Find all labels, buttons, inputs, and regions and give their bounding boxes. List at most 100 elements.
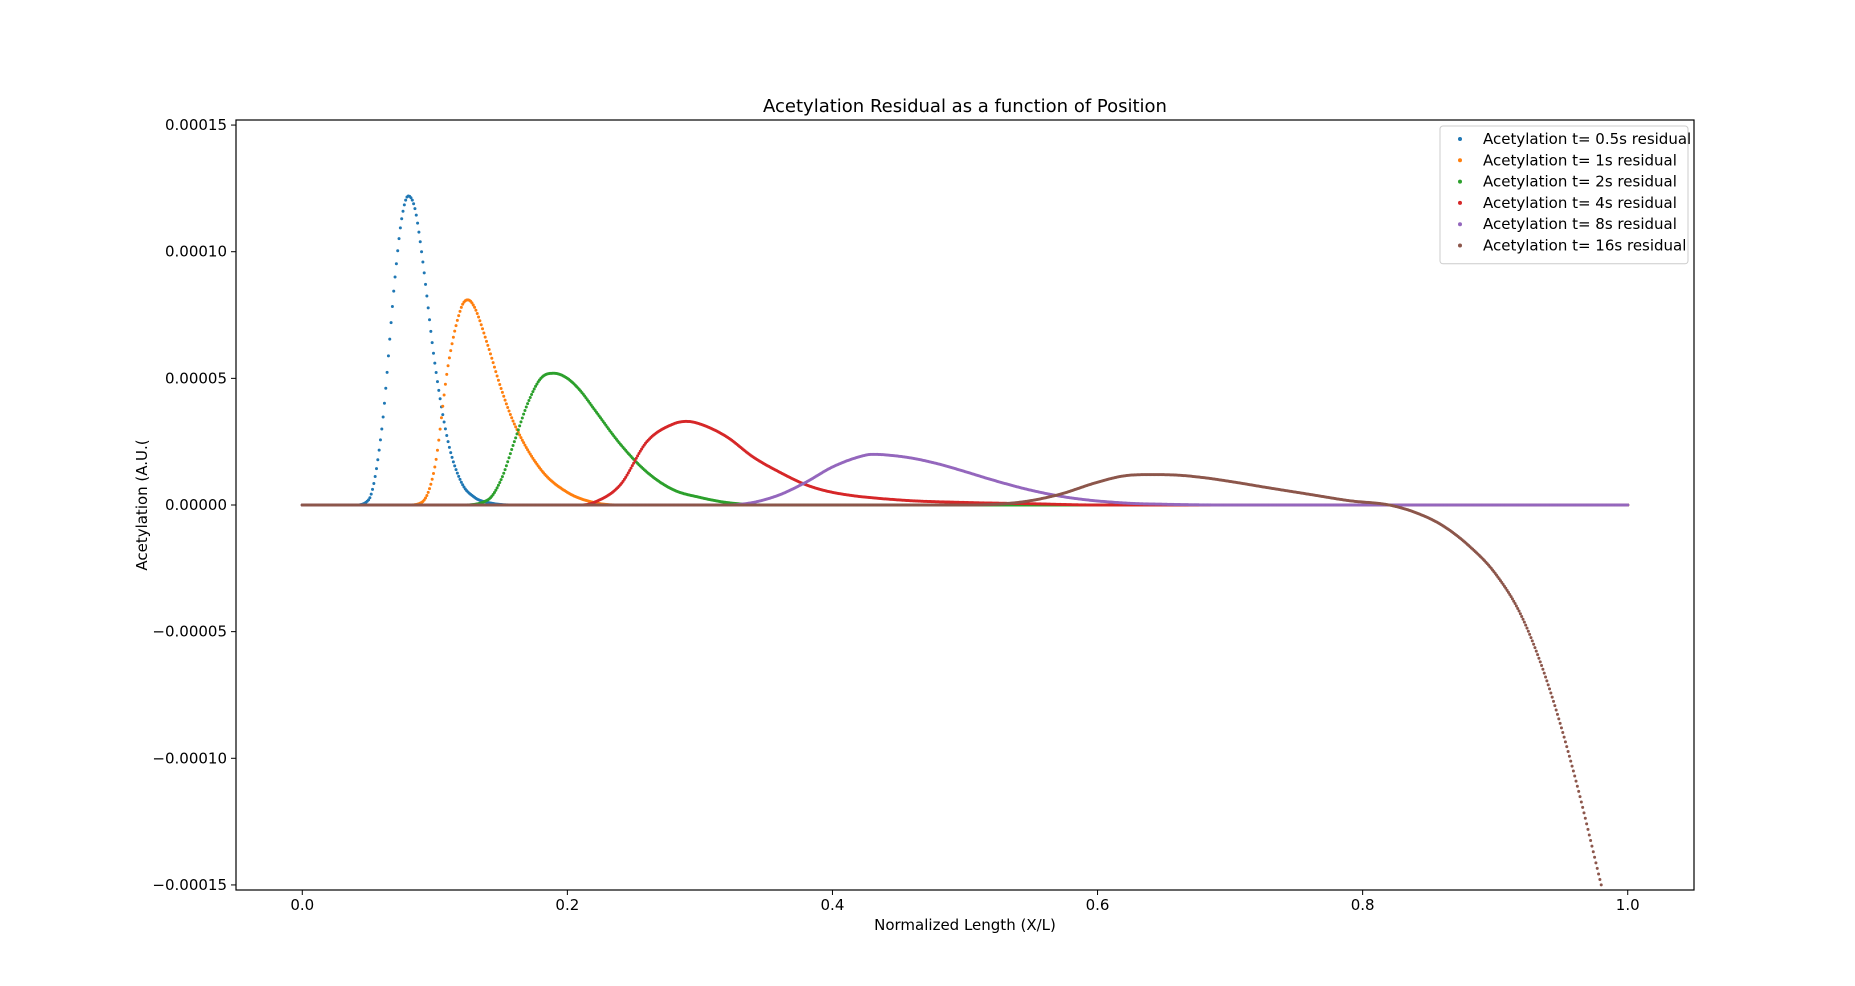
data-point: [435, 380, 439, 384]
data-point: [458, 477, 462, 481]
data-point: [398, 226, 402, 230]
data-point: [384, 386, 388, 390]
data-point: [450, 342, 454, 346]
data-point: [482, 331, 486, 335]
data-point: [434, 457, 438, 461]
data-point: [535, 382, 539, 386]
data-point: [491, 361, 495, 365]
data-point: [512, 440, 516, 444]
data-point: [368, 496, 372, 500]
data-point: [443, 382, 447, 386]
data-point: [520, 416, 524, 420]
data-point: [376, 458, 380, 462]
data-point: [628, 469, 632, 473]
data-point: [433, 361, 437, 365]
data-point: [514, 425, 518, 429]
data-point: [522, 412, 526, 416]
data-point: [507, 456, 511, 460]
data-point: [388, 337, 392, 341]
data-point: [499, 478, 503, 482]
data-point: [503, 468, 507, 472]
data-point: [424, 496, 428, 500]
data-point: [453, 464, 457, 468]
data-point: [430, 477, 434, 481]
data-point: [496, 483, 500, 487]
data-point: [386, 354, 390, 358]
data-point: [514, 436, 518, 440]
data-point: [455, 471, 459, 475]
data-point: [457, 314, 461, 318]
data-point: [404, 198, 408, 202]
data-point: [459, 305, 463, 309]
data-point: [503, 398, 507, 402]
data-point: [429, 329, 433, 333]
series-4-points: [300, 419, 1630, 507]
data-point: [446, 440, 450, 444]
data-point: [510, 448, 514, 452]
data-point: [381, 415, 385, 419]
data-point: [450, 455, 454, 459]
data-point: [418, 240, 422, 244]
data-point: [445, 434, 449, 438]
data-point: [638, 449, 642, 453]
data-point: [433, 465, 437, 469]
data-point: [402, 203, 406, 207]
data-point: [494, 488, 498, 492]
data-point: [528, 395, 532, 399]
data-point: [506, 460, 510, 464]
data-point: [420, 250, 424, 254]
data-point: [431, 351, 435, 355]
data-point: [500, 390, 504, 394]
data-point: [447, 445, 451, 449]
data-point: [367, 498, 371, 502]
series-1-points: [300, 194, 1630, 507]
data-point: [439, 416, 443, 420]
data-point: [508, 452, 512, 456]
data-point: [417, 230, 421, 234]
data-point: [636, 454, 640, 458]
data-point: [515, 432, 519, 436]
data-point: [426, 490, 430, 494]
data-point: [486, 343, 490, 347]
data-point: [441, 413, 445, 417]
data-point: [498, 382, 502, 386]
data-point: [504, 402, 508, 406]
data-point: [447, 356, 451, 360]
data-point: [426, 306, 430, 310]
data-point: [492, 365, 496, 369]
data-point: [401, 209, 405, 213]
data-point: [523, 408, 527, 412]
data-point: [454, 468, 458, 472]
series-2-points: [300, 298, 1630, 507]
data-point: [429, 482, 433, 486]
data-point: [510, 416, 514, 420]
data-point: [498, 481, 502, 485]
data-point: [495, 486, 499, 490]
data-point: [492, 490, 496, 494]
data-point: [518, 433, 522, 437]
data-point: [392, 289, 396, 293]
data-point: [500, 475, 504, 479]
data-point: [531, 390, 535, 394]
data-point: [481, 327, 485, 331]
data-point: [430, 341, 434, 345]
data-point: [524, 445, 528, 449]
data-point: [519, 420, 523, 424]
data-point: [449, 451, 453, 455]
data-point: [475, 311, 479, 315]
data-point: [435, 448, 439, 452]
data-point: [508, 412, 512, 416]
data-point: [446, 364, 450, 368]
data-point: [390, 304, 394, 308]
data-point: [454, 324, 458, 328]
data-point: [523, 443, 527, 447]
plot-points: [300, 194, 1630, 887]
data-point: [371, 487, 375, 491]
data-point: [502, 394, 506, 398]
data-point: [632, 461, 636, 465]
data-point: [490, 356, 494, 360]
data-point: [473, 305, 477, 309]
data-point: [380, 427, 384, 431]
data-point: [453, 329, 457, 333]
data-point: [527, 450, 531, 454]
